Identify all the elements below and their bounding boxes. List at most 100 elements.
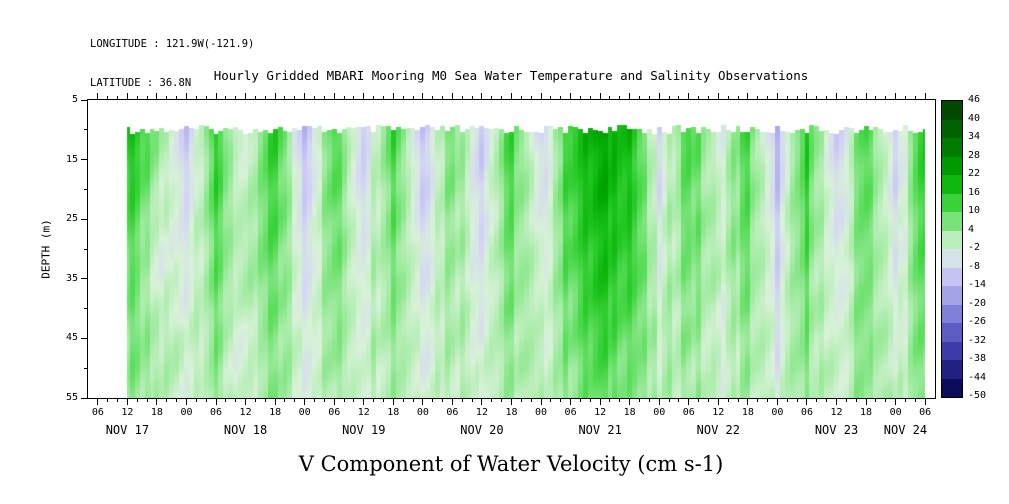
x-axis-tick (619, 399, 621, 402)
colorbar-tick-label: -38 (968, 353, 987, 364)
x-tick-label: 00 (416, 407, 429, 418)
x-axis-tick-top (146, 96, 148, 99)
x-axis-tick-top (117, 96, 119, 99)
x-axis-tick (826, 399, 828, 402)
x-axis-tick-top (639, 96, 641, 99)
x-axis-tick (609, 399, 611, 402)
x-tick-label: 06 (800, 407, 813, 418)
x-axis-tick (333, 399, 335, 405)
x-axis-tick-top (845, 96, 847, 99)
colorbar-tick-label: -2 (968, 242, 981, 253)
x-axis-tick-top (363, 93, 365, 99)
x-axis-title: V Component of Water Velocity (cm s-1) (298, 452, 724, 476)
colorbar-segment (942, 138, 962, 158)
colorbar-tick-label: -14 (968, 279, 987, 290)
x-axis-tick-top (97, 93, 99, 99)
x-axis-tick (235, 399, 237, 402)
x-axis-tick (836, 399, 837, 405)
y-axis-tick (81, 397, 87, 399)
x-axis-tick-top (136, 96, 138, 99)
x-axis-tick (579, 399, 581, 402)
x-tick-label: 00 (889, 407, 902, 418)
colorbar-segment (942, 230, 962, 250)
x-axis-tick-top (737, 96, 739, 99)
x-tick-label: 12 (830, 407, 843, 418)
x-tick-label: 18 (269, 407, 282, 418)
x-axis-tick (254, 399, 256, 402)
x-axis-tick (126, 399, 128, 405)
x-axis-tick (737, 399, 739, 402)
x-axis-tick-top (442, 96, 444, 99)
x-axis-tick-top (264, 96, 266, 99)
colorbar-tick-label: 4 (968, 223, 975, 235)
x-axis-tick (176, 399, 178, 402)
x-axis-tick-top (579, 96, 581, 99)
x-axis-tick (540, 399, 542, 405)
x-axis-tick-top (520, 96, 522, 99)
x-tick-label: 18 (623, 407, 636, 418)
colorbar-tick-label: -26 (968, 316, 987, 327)
x-axis-tick-top (589, 96, 591, 99)
x-axis-tick (895, 399, 897, 405)
x-axis-tick (353, 399, 355, 402)
heatmap-canvas (88, 100, 935, 398)
colorbar-tick-label: 46 (968, 94, 981, 105)
x-axis-tick (904, 399, 906, 402)
y-axis-tick (84, 367, 87, 369)
x-axis-tick-top (314, 96, 316, 99)
x-tick-label: 12 (475, 407, 488, 418)
x-axis-tick-top (343, 96, 345, 99)
x-axis-tick (491, 399, 493, 402)
colorbar-tick-label: 16 (968, 186, 981, 198)
x-axis-tick (806, 399, 808, 405)
colorbar-tick-label: 40 (968, 112, 981, 124)
x-axis-tick (717, 399, 719, 405)
y-tick-label: 35 (65, 272, 78, 284)
x-tick-label: 18 (387, 407, 400, 418)
x-axis-tick-top (225, 96, 227, 99)
x-axis-tick (185, 399, 187, 405)
x-axis-tick-top (382, 96, 384, 99)
x-axis-tick (97, 399, 99, 405)
x-axis-tick-top (836, 93, 837, 99)
x-axis-tick-top (717, 93, 719, 99)
x-axis-tick (816, 399, 818, 402)
x-axis-tick (767, 399, 769, 402)
colorbar-tick-label: 10 (968, 205, 981, 216)
x-tick-label: 06 (919, 407, 932, 418)
x-axis-tick-top (422, 93, 424, 99)
x-axis-tick-top (688, 93, 690, 99)
y-axis-tick (84, 188, 87, 190)
x-axis-tick-top (707, 96, 709, 99)
x-axis-tick (461, 399, 463, 402)
colorbar-segment (942, 175, 962, 195)
x-axis-tick (885, 399, 887, 402)
x-axis-tick (146, 399, 148, 402)
x-tick-label: 00 (653, 407, 666, 418)
x-axis-tick-top (156, 93, 158, 99)
x-date-label: NOV 22 (696, 423, 740, 437)
x-axis-tick (668, 399, 670, 402)
x-axis-tick-top (560, 96, 562, 99)
x-axis-tick (786, 399, 788, 402)
x-axis-tick-top (205, 96, 207, 99)
x-axis-tick-top (185, 93, 187, 99)
x-axis-tick (274, 399, 276, 405)
y-axis-tick (81, 337, 87, 339)
y-tick-label: 45 (65, 332, 78, 344)
x-axis-tick (422, 399, 424, 405)
x-axis-tick-top (865, 93, 867, 99)
x-axis-tick (294, 399, 296, 402)
x-axis-tick (245, 399, 247, 405)
x-axis-tick-top (432, 96, 434, 99)
x-axis-tick (156, 399, 158, 405)
x-axis-tick (639, 399, 641, 402)
y-axis-tick (84, 308, 87, 310)
x-axis-tick (343, 399, 345, 402)
x-axis-tick (136, 399, 138, 402)
plot-area (87, 99, 936, 399)
y-axis-tick (81, 99, 87, 101)
x-axis-tick (215, 399, 217, 405)
x-tick-label: 18 (741, 407, 754, 418)
